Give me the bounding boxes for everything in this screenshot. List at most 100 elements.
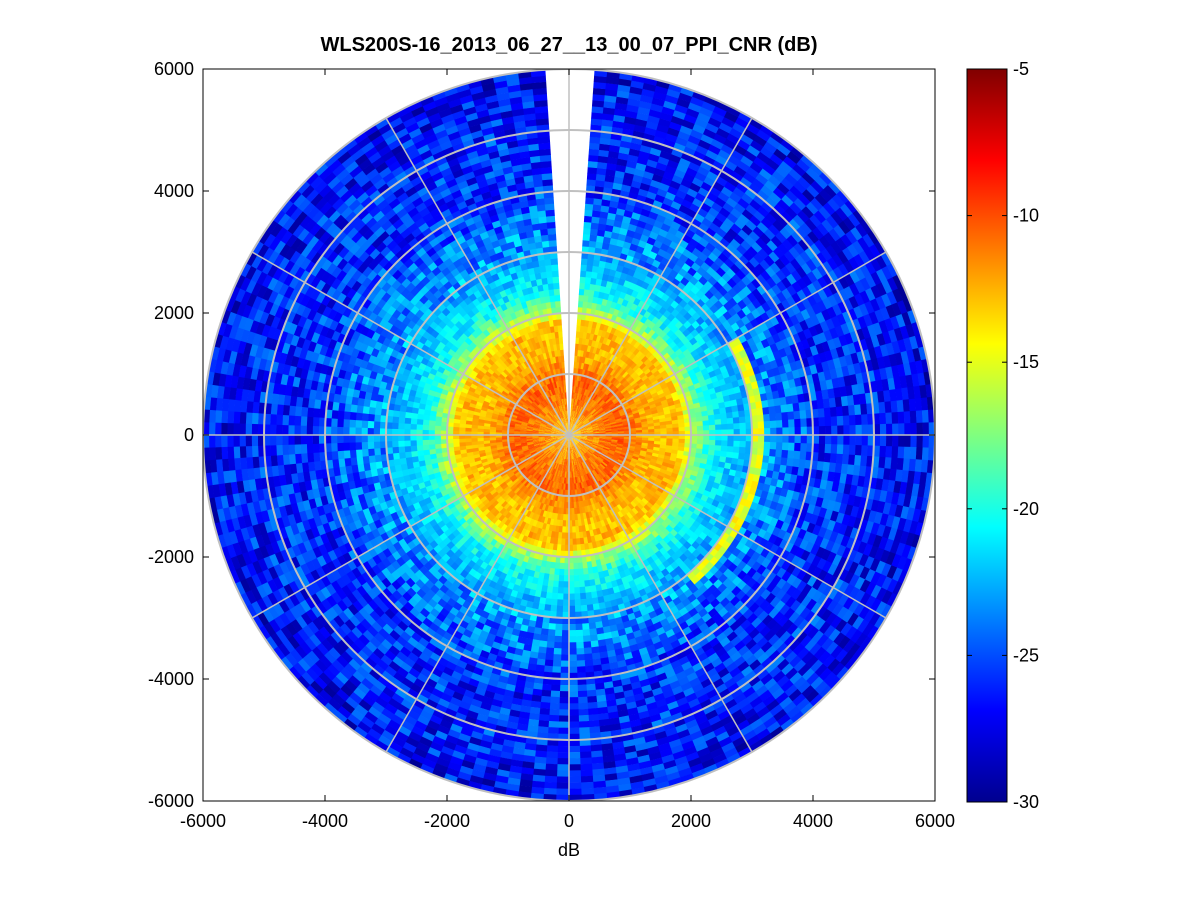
heatmap-cell	[603, 351, 610, 359]
heatmap-cell	[585, 412, 591, 418]
heatmap-cell	[694, 117, 710, 130]
heatmap-cell	[627, 377, 635, 385]
heatmap-cell	[588, 240, 598, 248]
heatmap-cell	[604, 261, 613, 270]
heatmap-cell	[606, 325, 614, 334]
heatmap-cell	[596, 361, 602, 369]
heatmap-cell	[573, 425, 578, 431]
heatmap-cell	[676, 163, 690, 174]
heatmap-cell	[635, 350, 644, 359]
heatmap-cell	[579, 282, 586, 290]
heatmap-cell	[630, 371, 638, 379]
heatmap-cell	[608, 144, 622, 153]
heatmap-cell	[593, 75, 609, 84]
heatmap-cell	[756, 151, 772, 165]
heatmap-cell	[639, 362, 647, 371]
heatmap-cell	[590, 409, 597, 415]
heatmap-cell	[570, 422, 573, 430]
heatmap-cell	[600, 349, 607, 358]
heatmap-cell	[627, 154, 640, 164]
heatmap-cell	[681, 119, 697, 131]
heatmap-cell	[617, 152, 631, 161]
heatmap-cell	[569, 422, 572, 429]
heatmap-cell	[634, 366, 643, 375]
heatmap-cell	[626, 229, 637, 239]
heatmap-cell	[580, 387, 585, 395]
heatmap-cell	[678, 157, 693, 169]
heatmap-cell	[607, 367, 614, 375]
heatmap-cell	[621, 379, 629, 387]
heatmap-cell	[615, 382, 623, 389]
heatmap-cell	[648, 185, 661, 195]
heatmap-cell	[589, 136, 602, 144]
heatmap-cell	[759, 168, 774, 182]
heatmap-cell	[763, 141, 779, 155]
heatmap-cell	[604, 372, 611, 380]
heatmap-cell	[678, 324, 688, 334]
heatmap-cell	[644, 126, 659, 137]
heatmap-cell	[891, 412, 899, 426]
heatmap-cell	[809, 162, 825, 178]
heatmap-cell	[588, 148, 601, 157]
heatmap-cell	[603, 379, 609, 386]
heatmap-cell	[707, 117, 724, 129]
heatmap-cell	[577, 399, 581, 407]
heatmap-cell	[576, 399, 580, 406]
heatmap-cell	[624, 373, 631, 381]
heatmap-cell	[590, 228, 599, 236]
heatmap-cell	[694, 171, 708, 183]
heatmap-cell	[590, 118, 604, 126]
heatmap-cell	[573, 404, 576, 412]
heatmap-cell	[605, 82, 621, 91]
heatmap-cell	[582, 409, 588, 416]
heatmap-cell	[683, 113, 699, 125]
heatmap-cell	[576, 319, 582, 326]
heatmap-cell	[819, 171, 834, 187]
heatmap-cell	[582, 301, 589, 309]
heatmap-cell	[585, 396, 590, 403]
heatmap-cell	[771, 170, 787, 184]
heatmap-cell	[620, 184, 633, 193]
heatmap-cell	[584, 389, 590, 397]
heatmap-cell	[641, 355, 649, 364]
heatmap-cell	[584, 382, 589, 390]
heatmap-cell	[634, 357, 642, 366]
heatmap-cell	[664, 165, 678, 176]
heatmap-cell	[790, 146, 806, 161]
heatmap-cell	[861, 435, 869, 448]
heatmap-cell	[652, 199, 665, 210]
heatmap-cell	[685, 167, 699, 178]
heatmap-cell	[818, 435, 826, 446]
heatmap-cell	[636, 360, 645, 368]
heatmap-cell	[663, 100, 679, 111]
heatmap-cell	[644, 164, 658, 175]
heatmap-cell	[612, 120, 626, 129]
heatmap-cell	[603, 267, 612, 276]
heatmap-cell	[786, 151, 802, 166]
heatmap-cell	[610, 377, 617, 384]
heatmap-cell	[583, 295, 590, 303]
heatmap-cell	[586, 404, 591, 411]
heatmap-cell	[575, 411, 579, 419]
heatmap-cell	[588, 142, 602, 151]
heatmap-cell	[618, 146, 632, 155]
heatmap-cell	[746, 145, 762, 158]
heatmap-cell	[742, 128, 759, 142]
heatmap-cell	[591, 112, 605, 120]
heatmap-cell	[654, 129, 669, 140]
heatmap-cell	[602, 236, 612, 245]
heatmap-cell	[605, 76, 621, 85]
heatmap-cell	[605, 338, 612, 347]
heatmap-cell	[572, 425, 578, 431]
heatmap-cell	[916, 435, 924, 450]
heatmap-cell	[574, 405, 578, 412]
heatmap-cell	[584, 283, 592, 291]
heatmap-cell	[586, 264, 594, 273]
heatmap-cell	[578, 406, 582, 413]
heatmap-cell	[599, 376, 606, 384]
heatmap-cell	[671, 316, 680, 326]
heatmap-cell	[848, 414, 856, 427]
heatmap-cell	[668, 121, 684, 132]
heatmap-cell	[576, 419, 581, 426]
heatmap-cell	[805, 167, 821, 182]
